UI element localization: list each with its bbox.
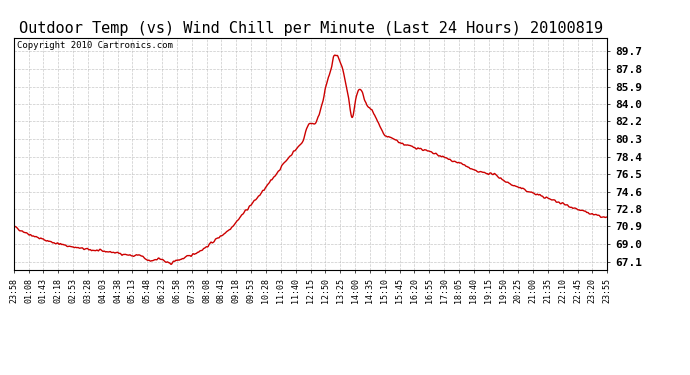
Title: Outdoor Temp (vs) Wind Chill per Minute (Last 24 Hours) 20100819: Outdoor Temp (vs) Wind Chill per Minute … <box>19 21 602 36</box>
Text: Copyright 2010 Cartronics.com: Copyright 2010 Cartronics.com <box>17 41 172 50</box>
